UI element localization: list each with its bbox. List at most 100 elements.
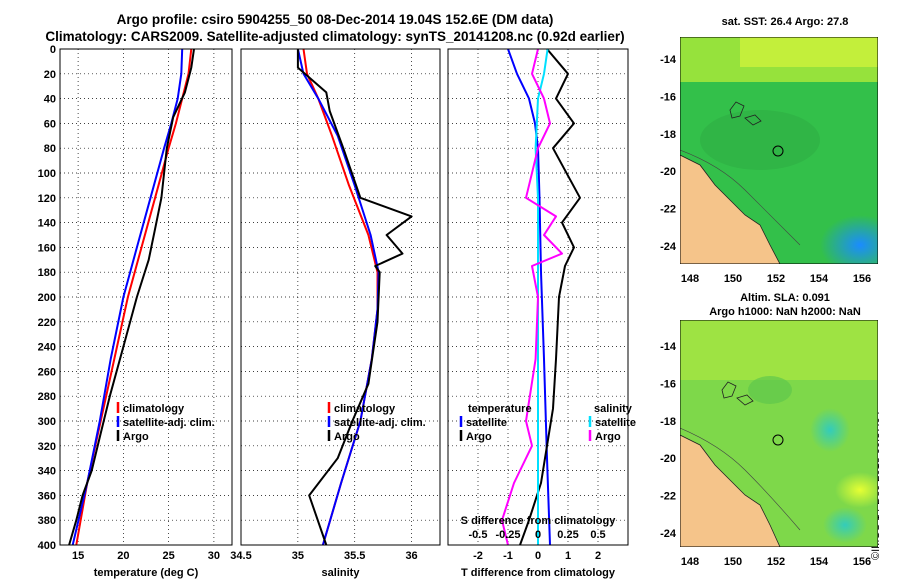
series-line-satellite-adj-clim- <box>296 48 380 546</box>
s-axis-label: S difference from climatology <box>461 515 617 527</box>
y-tick-label: 400 <box>38 540 56 552</box>
sla-lat-tick: -22 <box>660 491 676 503</box>
sla-lat-tick: -14 <box>660 341 677 353</box>
y-tick-label: 160 <box>38 242 56 254</box>
y-tick-label: 140 <box>38 218 56 230</box>
sst-lat-tick: -16 <box>660 91 676 103</box>
y-tick-label: 340 <box>38 466 56 478</box>
sla-map-title-line1: Altim. SLA: 0.091 <box>740 292 830 304</box>
legend-satellite-adj: satellite-adj. clim. <box>334 417 426 429</box>
s-tick-label: -0.25 <box>495 529 520 541</box>
x-axis-label: salinity <box>322 567 361 579</box>
sla-map-title-line2: Argo h1000: NaN h2000: NaN <box>709 306 861 318</box>
y-tick-label: 20 <box>44 69 56 81</box>
y-tick-label: 260 <box>38 366 56 378</box>
y-tick-label: 60 <box>44 118 56 130</box>
series-line-climatology <box>75 48 193 546</box>
y-tick-label: 80 <box>44 143 56 155</box>
plot-frame <box>447 48 629 546</box>
sst-lat-tick: -20 <box>660 166 676 178</box>
x-tick-label: 35 <box>292 550 304 562</box>
legend-temperature-heading: temperature <box>468 403 532 415</box>
y-tick-label: 0 <box>50 44 56 56</box>
sst-lat-tick: -24 <box>660 241 677 253</box>
sla-land <box>680 435 780 547</box>
s-tick-label: 0.5 <box>590 529 605 541</box>
sst-reef-outline <box>729 101 762 126</box>
s-tick-label: -0.5 <box>469 529 488 541</box>
legend-salinity-heading: salinity <box>594 403 633 415</box>
sla-lon-tick: 152 <box>767 556 785 568</box>
series-line-temperature-satellite <box>507 48 551 546</box>
x-tick-label: 36 <box>405 550 417 562</box>
sst-lat-tick: -18 <box>660 129 676 141</box>
x-tick-label: 25 <box>163 550 175 562</box>
sst-lat-tick: -14 <box>660 54 677 66</box>
plot-title-line1: Argo profile: csiro 5904255_50 08-Dec-20… <box>116 12 554 27</box>
x-tick-label: 30 <box>208 550 220 562</box>
legend-temp-argo: Argo <box>466 431 492 443</box>
y-tick-label: 280 <box>38 391 56 403</box>
y-tick-label: 180 <box>38 267 56 279</box>
y-tick-label: 300 <box>38 416 56 428</box>
y-tick-label: 320 <box>38 441 56 453</box>
series-line-argo <box>296 49 413 546</box>
sla-lat-tick: -16 <box>660 378 676 390</box>
x-axis-label: temperature (deg C) <box>94 567 199 579</box>
x-axis-label: T difference from climatology <box>461 567 616 579</box>
sst-map[interactable] <box>680 37 900 275</box>
sla-lat-tick: -24 <box>660 528 677 540</box>
sst-profile-marker <box>772 145 784 157</box>
sla-lat-tick: -18 <box>660 416 676 428</box>
y-tick-label: 200 <box>38 292 56 304</box>
x-tick-label: 1 <box>565 550 571 562</box>
sst-lon-tick: 152 <box>767 273 785 285</box>
sla-lat-tick: -20 <box>660 453 676 465</box>
y-tick-label: 240 <box>38 342 56 354</box>
sla-lon-tick: 154 <box>810 556 829 568</box>
legend-satellite-adj: satellite-adj. clim. <box>123 417 215 429</box>
y-tick-label: 120 <box>38 193 56 205</box>
series-line-satellite-adj-clim- <box>71 48 184 546</box>
x-tick-label: 0 <box>535 550 541 562</box>
series-line-salinity-argo <box>501 48 563 546</box>
series-line-temperature-argo <box>519 48 581 546</box>
plot-title-line2: Climatology: CARS2009. Satellite-adjuste… <box>45 29 625 44</box>
sst-lon-tick: 150 <box>724 273 742 285</box>
sst-lat-tick: -22 <box>660 204 676 216</box>
legend-climatology: climatology <box>123 403 185 415</box>
legend-climatology: climatology <box>334 403 396 415</box>
legend-argo: Argo <box>334 431 360 443</box>
sla-reef-outline <box>721 381 754 406</box>
sst-map-title: sat. SST: 26.4 Argo: 27.8 <box>721 16 849 28</box>
plot-frame <box>59 48 233 546</box>
sst-lon-tick: 148 <box>681 273 699 285</box>
sla-lon-tick: 150 <box>724 556 742 568</box>
y-tick-label: 360 <box>38 490 56 502</box>
sla-lon-tick: 156 <box>853 556 871 568</box>
x-tick-label: 34.5 <box>230 550 251 562</box>
sla-lon-tick: 148 <box>681 556 699 568</box>
series-line-climatology <box>302 48 379 546</box>
x-tick-label: -2 <box>473 550 483 562</box>
x-tick-label: 15 <box>72 550 84 562</box>
y-tick-label: 380 <box>38 515 56 527</box>
s-tick-label: 0.25 <box>557 529 578 541</box>
legend-sal-argo: Argo <box>595 431 621 443</box>
sst-lon-tick: 154 <box>810 273 829 285</box>
legend-argo: Argo <box>123 431 149 443</box>
sla-profile-marker <box>772 434 784 446</box>
series-line-argo <box>68 48 195 546</box>
y-tick-label: 40 <box>44 94 56 106</box>
x-tick-label: 35.5 <box>344 550 365 562</box>
series-line-salinity-satellite <box>534 48 549 545</box>
y-tick-label: 220 <box>38 317 56 329</box>
x-tick-label: -1 <box>503 550 513 562</box>
y-tick-label: 100 <box>38 168 56 180</box>
sla-map[interactable] <box>680 320 885 547</box>
s-tick-label: 0 <box>535 529 541 541</box>
legend-temp-satellite: satellite <box>466 417 507 429</box>
legend-sal-satellite: satellite <box>595 417 636 429</box>
x-tick-label: 20 <box>117 550 129 562</box>
